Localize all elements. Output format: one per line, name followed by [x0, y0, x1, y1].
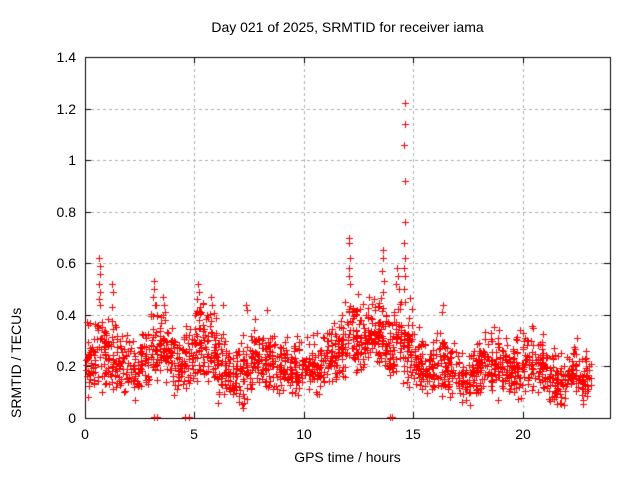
chart-title: Day 021 of 2025, SRMTID for receiver iam… [211, 19, 484, 35]
y-tick-label: 0 [68, 410, 76, 426]
y-tick-label: 0.2 [56, 358, 76, 374]
x-axis-label: GPS time / hours [294, 449, 401, 465]
x-tick-label: 5 [190, 426, 198, 442]
y-tick-label: 0.6 [56, 255, 76, 271]
y-tick-label: 1.2 [56, 101, 76, 117]
x-tick-label: 10 [296, 426, 312, 442]
x-tick-label: 15 [405, 426, 421, 442]
y-tick-label: 1 [68, 152, 76, 168]
y-tick-label: 0.4 [56, 307, 76, 323]
y-tick-label: 0.8 [56, 204, 76, 220]
x-tick-label: 0 [81, 426, 89, 442]
x-tick-label: 20 [515, 426, 531, 442]
y-tick-label: 1.4 [56, 49, 76, 65]
y-axis-label: SRMTID / TECUs [8, 307, 24, 418]
